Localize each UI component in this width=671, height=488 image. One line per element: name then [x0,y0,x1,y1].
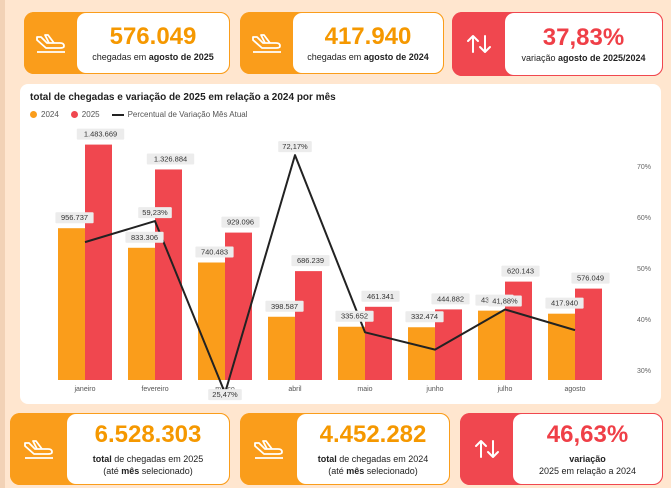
line-data-label: 25,47% [212,390,238,399]
data-label-2024: 740.483 [201,248,228,257]
legend-line-label: Percentual de Variação Mês Atual [127,110,248,119]
arrivals-chart-card: total de chegadas e variação de 2025 em … [20,84,661,404]
bar-2025 [85,144,112,380]
bar-2025 [295,271,322,380]
plane-landing-icon [240,413,298,485]
data-label-2025: 576.049 [577,274,604,283]
right-axis-tick-label: 30% [637,368,651,375]
data-label-2025-bg [146,153,195,165]
up-down-arrows-icon [460,413,514,485]
bar-line-chart: 70%60%50%40%30%janeirofevereiromarçoabri… [55,128,651,401]
x-axis-tick-label: fevereiro [141,386,168,393]
kpi-value: 417.940 [324,23,412,50]
bar-2024 [478,310,505,380]
line-data-label-bg [138,207,172,219]
x-axis-tick-label: abril [288,386,302,393]
line-data-label-bg [278,141,312,153]
kpi-value: 46,63% [546,421,629,448]
kpi-caption-line2: (até mês selecionado) [328,466,418,476]
line-data-label: 41,88% [492,296,518,305]
up-down-arrows-icon [452,12,506,76]
data-label-2025-bg [291,255,330,267]
data-label-2025: 461.341 [367,292,394,301]
plane-landing-icon [24,12,78,74]
data-label-2024: 417.940 [551,299,578,308]
data-label-2025-bg [501,265,540,277]
data-label-2025: 620.143 [507,267,534,276]
kpi-value: 6.528.303 [94,421,202,448]
kpi-total-2024: 4.452.282 total de chegadas em 2024 (até… [240,413,450,485]
data-label-2025: 444.882 [437,294,464,303]
bar-2024 [548,313,575,380]
kpi-caption: chegadas em agosto de 2024 [307,52,429,62]
kpi-value: 4.452.282 [319,421,427,448]
data-label-2024-bg [545,297,584,309]
kpi-value: 37,83% [542,24,625,51]
legend-2024-label: 2024 [41,110,59,119]
kpi-caption-line2: 2025 em relação a 2024 [538,466,637,476]
bar-2024 [128,247,155,380]
bar-2025 [155,169,182,380]
data-label-2025: 1.483.669 [84,130,117,139]
chart-legend: 2024 2025 Percentual de Variação Mês Atu… [30,110,248,119]
data-label-2024: 335.652 [341,312,368,321]
kpi-value: 576.049 [109,23,197,50]
data-label-2024-bg [55,212,94,224]
data-label-2024-bg [265,300,304,312]
line-data-label: 72,17% [282,142,308,151]
kpi-total-2025: 6.528.303 total de chegadas em 2025 (até… [10,413,230,485]
left-edge-strip [0,0,5,488]
line-data-label-bg [208,389,242,401]
bar-2024 [268,316,295,380]
x-axis-tick-label: junho [425,386,443,393]
chart-title: total de chegadas e variação de 2025 em … [30,92,336,103]
data-label-2025: 929.096 [227,218,254,227]
right-axis-tick-label: 60% [637,215,651,222]
legend-2025-swatch [70,111,78,118]
kpi-caption: variação agosto de 2025/2024 [521,53,646,63]
bar-2024 [58,228,85,380]
bar-2024 [408,327,435,380]
right-axis-tick-label: 50% [637,266,651,273]
data-label-2024: 833.306 [131,233,158,242]
kpi-variation-total: 46,63% variação 2025 em relação a 2024 [460,413,663,485]
kpi-caption-line1: total de chegadas em 2024 [317,454,429,464]
data-label-2024-bg [405,311,444,323]
line-data-label-bg [488,295,522,307]
data-label-2024: 398.587 [271,302,298,311]
kpi-caption-line2: (até mês selecionado) [103,466,193,476]
line-data-label: 59,23% [142,208,168,217]
data-label-2025: 1.326.884 [154,154,187,163]
data-label-2024-bg [195,246,234,258]
data-label-2024-bg [125,231,164,243]
legend-2024-swatch [30,111,37,118]
data-label-2024: 956.737 [61,213,88,222]
x-axis-tick-label: janeiro [73,386,95,393]
kpi-caption: chegadas em agosto de 2025 [92,52,214,62]
data-label-2025: 686.239 [297,256,324,265]
x-axis-tick-label: agosto [564,386,585,393]
right-axis-tick-label: 70% [637,164,651,171]
plane-landing-icon [240,12,294,74]
data-label-2025-bg [361,290,400,302]
legend-line-swatch [111,113,124,116]
data-label-2024-bg [335,310,374,322]
kpi-arrivals-2024: 417.940 chegadas em agosto de 2024 [240,12,444,74]
variation-line [84,154,576,395]
right-axis-tick-label: 40% [637,317,651,324]
kpi-caption-line1: variação [569,454,606,464]
kpi-arrivals-2025: 576.049 chegadas em agosto de 2025 [24,12,230,74]
data-label-2024: 332.474 [411,312,438,321]
plane-landing-icon [10,413,68,485]
kpi-variation-month: 37,83% variação agosto de 2025/2024 [452,12,663,76]
kpi-caption-line1: total de chegadas em 2025 [92,454,204,464]
data-label-2025-bg [221,216,260,228]
data-label-2025-bg [76,128,125,140]
data-label-2025-bg [431,293,470,305]
x-axis-tick-label: julho [497,386,513,393]
bar-2024 [338,326,365,380]
data-label-2025-bg [571,272,610,284]
legend-2025-label: 2025 [81,110,100,119]
x-axis-tick-label: maio [357,386,372,393]
